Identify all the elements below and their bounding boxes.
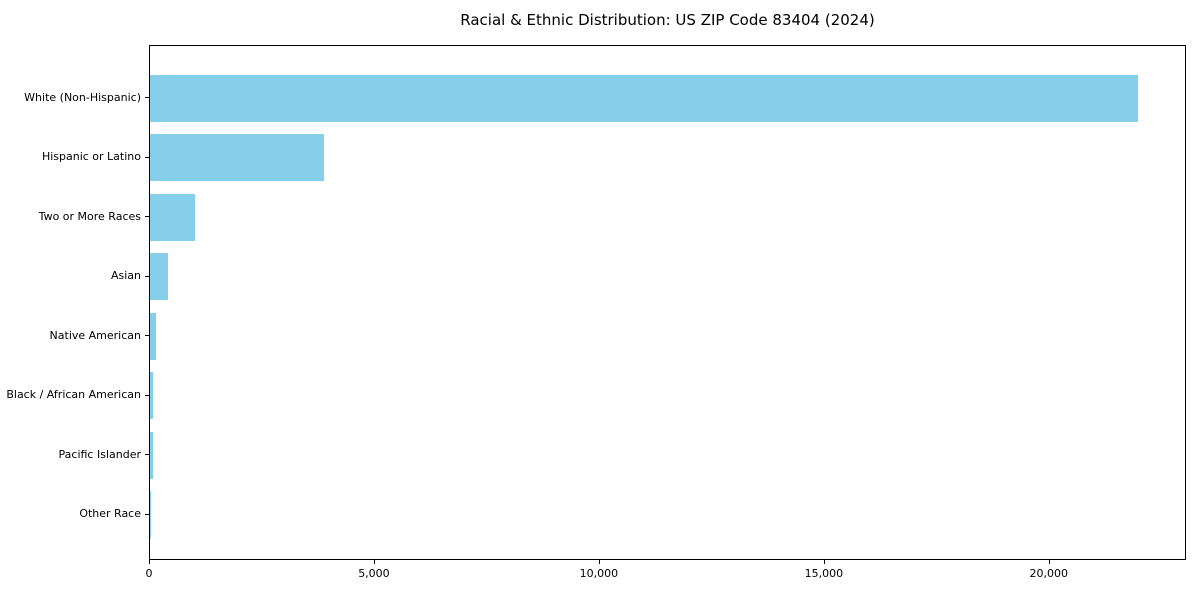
x-tick-label: 0 — [145, 567, 153, 580]
plot-area — [149, 45, 1186, 560]
y-tick-label: Two or More Races — [38, 209, 141, 223]
bar-asian — [150, 253, 168, 300]
x-tick-label: 5,000 — [358, 567, 390, 580]
x-tick-mark — [149, 560, 150, 564]
y-tick-mark — [145, 513, 149, 515]
chart-title: Racial & Ethnic Distribution: US ZIP Cod… — [460, 11, 875, 29]
bar-other-race — [150, 491, 151, 538]
y-tick-label: Black / African American — [6, 388, 141, 401]
y-tick-mark — [145, 454, 149, 455]
bar-white-non-hispanic — [150, 74, 1138, 122]
bar-two-or-more-races — [150, 193, 195, 241]
x-tick-mark — [598, 560, 600, 564]
bar-pacific-islander — [150, 431, 153, 479]
y-tick-mark — [145, 275, 149, 277]
x-tick-label: 10,000 — [579, 567, 619, 580]
x-tick-label: 15,000 — [804, 567, 844, 580]
x-tick-mark — [1048, 560, 1050, 564]
y-tick-label: Asian — [110, 269, 141, 282]
y-tick-mark — [145, 335, 149, 336]
bar-black-african-american — [150, 372, 154, 419]
y-tick-mark — [145, 394, 149, 396]
y-tick-mark — [145, 216, 149, 217]
y-tick-mark — [145, 97, 149, 98]
x-tick-label: 20,000 — [1029, 567, 1069, 580]
y-tick-label: Hispanic or Latino — [41, 150, 141, 163]
y-tick-label: Pacific Islander — [58, 447, 141, 461]
x-tick-mark — [373, 560, 375, 564]
y-tick-mark — [145, 156, 149, 158]
x-tick-mark — [823, 560, 825, 564]
bar-hispanic-or-latino — [150, 134, 325, 181]
bar-native-american — [150, 312, 156, 360]
y-tick-label: Native American — [49, 328, 141, 342]
y-tick-label: White (Non-Hispanic) — [24, 90, 141, 104]
y-tick-label: Other Race — [79, 507, 141, 520]
